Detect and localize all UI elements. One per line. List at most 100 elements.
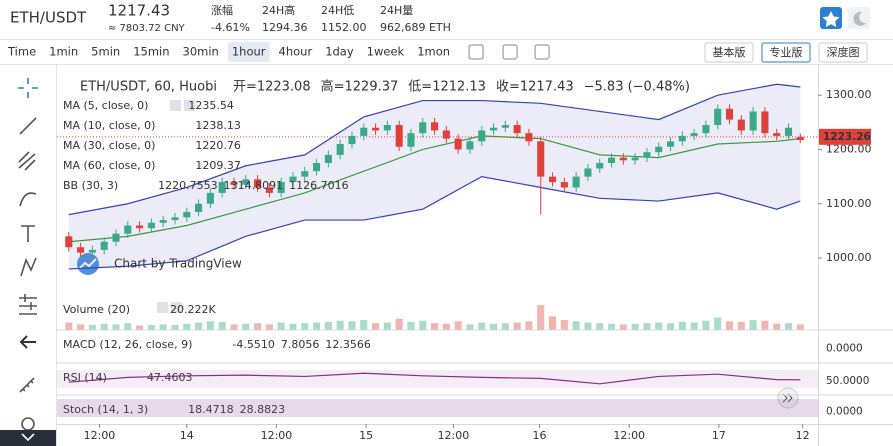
last-price-box xyxy=(819,128,871,145)
interval-option[interactable]: 1mon xyxy=(417,45,450,59)
candle-body xyxy=(655,146,663,153)
volume-bar xyxy=(442,323,450,330)
x-tick-label: 14 xyxy=(180,429,194,442)
interval-option[interactable]: 4hour xyxy=(279,45,313,59)
volume-bar xyxy=(478,322,486,330)
bb-lower xyxy=(68,175,801,270)
stat-value: 962,689 ETH xyxy=(380,21,451,34)
legend-name: MA (60, close, 0) xyxy=(63,159,155,172)
view-button[interactable] xyxy=(761,42,811,63)
volume-bar xyxy=(183,323,191,330)
ruler-tool[interactable] xyxy=(19,377,35,393)
legend-value: 28.8823 xyxy=(240,403,286,416)
volume-bar xyxy=(171,325,179,330)
rsi-band xyxy=(57,370,818,388)
candle-body xyxy=(195,203,203,212)
last-price-label: 1223.26 xyxy=(823,131,871,143)
candle-body xyxy=(324,154,332,164)
crosshair-tool[interactable] xyxy=(18,78,38,98)
volume-bar xyxy=(195,322,203,330)
interval-option[interactable]: 5min xyxy=(91,45,120,59)
volume-bar xyxy=(159,324,167,330)
legend-name: Stoch (14, 1, 3) xyxy=(63,403,148,416)
view-button[interactable] xyxy=(818,42,868,63)
toolbar-icon[interactable] xyxy=(502,44,518,60)
line-tool[interactable] xyxy=(19,117,37,135)
candle-body xyxy=(442,130,450,139)
pane-axis-label: 0.0000 xyxy=(826,343,863,355)
volume-bar xyxy=(206,321,214,330)
ohlc-label: 高= xyxy=(321,79,345,95)
indicator-buttons xyxy=(157,100,195,313)
interval-option[interactable]: Time xyxy=(7,45,36,59)
view-button-label: 专业版 xyxy=(770,45,803,59)
back-tool[interactable] xyxy=(19,335,36,349)
candle-body xyxy=(702,125,710,134)
stat-label: 涨幅 xyxy=(211,4,233,17)
ohlc-label: 收= xyxy=(496,80,520,95)
fib-tool[interactable] xyxy=(18,151,36,171)
candle-body xyxy=(773,133,781,136)
interval-option[interactable]: 15min xyxy=(133,45,169,59)
interval-option[interactable]: 30min xyxy=(183,45,219,59)
volume-bar xyxy=(277,322,285,330)
toolbar-icon[interactable] xyxy=(534,44,550,60)
measure-tool[interactable] xyxy=(19,294,37,315)
scroll-button[interactable] xyxy=(777,387,799,409)
volume-bar xyxy=(631,323,639,330)
volume-bar xyxy=(254,323,262,330)
stoch-band xyxy=(57,399,818,417)
interval-option[interactable]: 1min xyxy=(49,45,78,59)
candle-body xyxy=(395,125,403,147)
candle-body xyxy=(183,211,191,218)
candle-body xyxy=(65,236,73,248)
ohlc-value: 1229.37 xyxy=(345,80,399,95)
candle-body xyxy=(607,157,616,164)
volume-bar xyxy=(501,323,509,330)
ohlc-label: 低= xyxy=(408,80,432,95)
x-tick-label: 12:00 xyxy=(261,429,293,442)
candle-body xyxy=(537,141,545,177)
volume-bar xyxy=(454,321,462,330)
volume-bar xyxy=(324,321,332,330)
interval-option[interactable]: 1day xyxy=(325,45,354,59)
candle-body xyxy=(501,125,509,128)
pattern-tool[interactable] xyxy=(20,257,37,277)
volume-bar xyxy=(761,320,769,330)
candle-body xyxy=(619,157,627,161)
volume-bar xyxy=(784,323,793,330)
candle-body xyxy=(136,225,144,229)
candle-body xyxy=(277,182,285,193)
brush-tool[interactable] xyxy=(19,192,37,207)
x-tick-label: 17 xyxy=(712,429,726,442)
view-button[interactable] xyxy=(704,42,754,63)
toolbar-icon[interactable] xyxy=(468,44,484,60)
volume-bar xyxy=(596,323,604,330)
candle-body xyxy=(147,222,155,229)
candle-body xyxy=(666,141,675,147)
interval-option[interactable]: 1hour xyxy=(232,45,266,59)
stat-label: 24H量 xyxy=(380,4,413,17)
volume-bar xyxy=(572,321,580,330)
ma30-line xyxy=(68,135,801,243)
legend-value: 18.4718 xyxy=(188,403,234,416)
x-tick-label: 12:00 xyxy=(84,429,116,442)
volume-bar xyxy=(265,324,273,330)
volume-bar xyxy=(431,323,439,330)
volume-bar xyxy=(702,320,710,330)
change: −5.83 (−0.48%) xyxy=(584,80,690,95)
collapse-button[interactable] xyxy=(0,430,56,446)
candle-body xyxy=(596,163,604,169)
candle-body xyxy=(643,152,651,158)
volume-bar xyxy=(796,324,804,330)
candle-body xyxy=(124,225,132,234)
volume-bar xyxy=(77,324,85,330)
candle-body xyxy=(171,217,179,221)
candle-body xyxy=(525,133,533,142)
interval-option[interactable]: 1week xyxy=(367,45,405,59)
moon-icon xyxy=(853,11,866,26)
legend-value: 47.4603 xyxy=(147,371,193,384)
legend-value: 1209.37 xyxy=(195,159,241,172)
volume-bar xyxy=(383,322,391,330)
text-tool[interactable] xyxy=(21,225,35,242)
